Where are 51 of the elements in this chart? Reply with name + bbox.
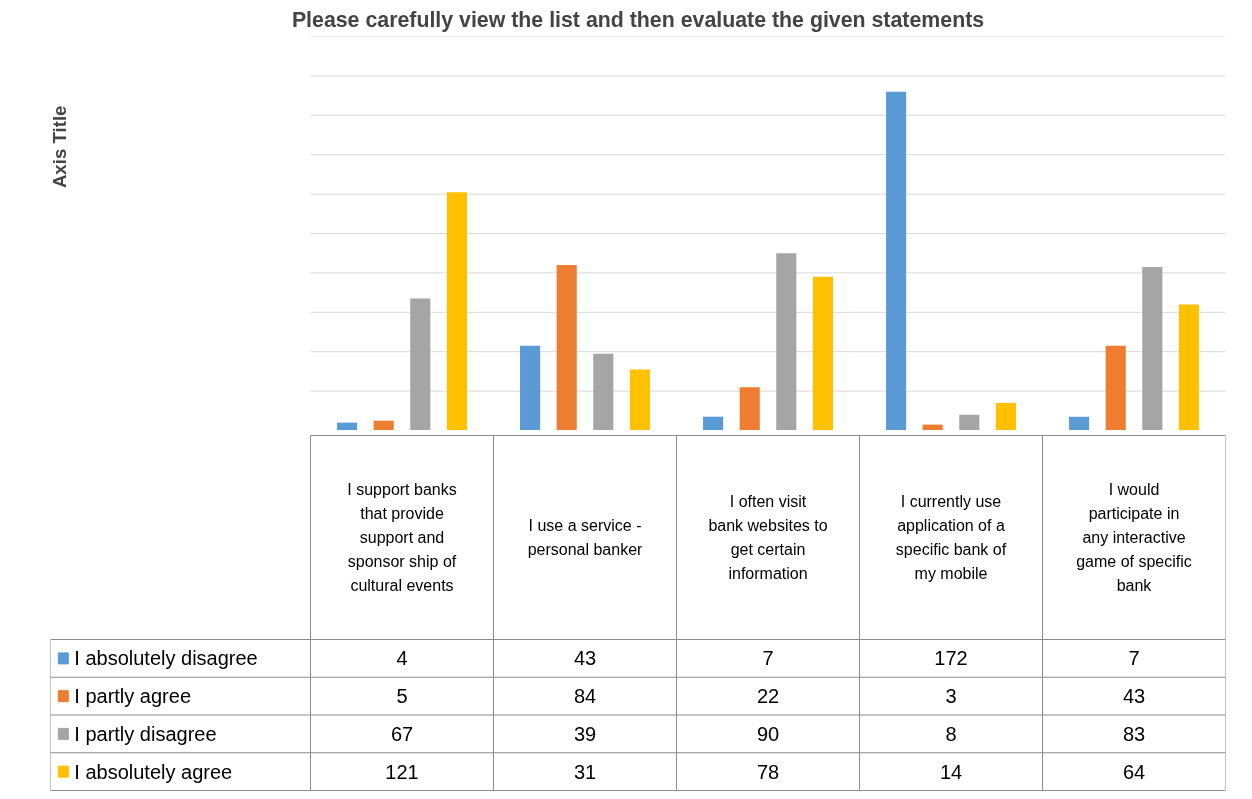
bar — [922, 424, 943, 430]
x-tick-label: I often visit bank websites to get certain information — [708, 493, 828, 582]
data-label: 90 — [756, 722, 780, 745]
bar — [337, 422, 358, 430]
data-label: 31 — [573, 760, 597, 783]
data-label: 3 — [945, 685, 957, 708]
bar — [886, 91, 907, 430]
legend-label: I absolutely agree — [74, 760, 233, 783]
data-label: 64 — [1122, 760, 1146, 783]
data-label: 43 — [1122, 685, 1146, 708]
bar — [703, 416, 724, 430]
legend-label: I partly agree — [74, 685, 192, 708]
data-label: 172 — [934, 647, 968, 670]
data-label: 39 — [573, 722, 597, 745]
bar — [520, 345, 541, 430]
bar — [446, 192, 467, 430]
bar — [995, 402, 1016, 430]
data-label: 22 — [756, 685, 780, 708]
data-label: 43 — [573, 647, 597, 670]
bar — [1105, 345, 1126, 430]
bar — [776, 253, 797, 430]
legend-label: I absolutely disagree — [74, 647, 258, 670]
data-label: 7 — [1128, 647, 1140, 670]
bar — [1142, 266, 1163, 430]
bar — [959, 414, 980, 430]
data-label: 84 — [573, 685, 597, 708]
data-label: 67 — [390, 722, 414, 745]
bar — [739, 387, 760, 430]
data-label: 14 — [939, 760, 963, 783]
data-label: 8 — [945, 722, 957, 745]
bar — [812, 276, 833, 430]
x-tick-label: I would participate in any interactive game of specific bank — [1076, 481, 1192, 594]
bar — [373, 420, 394, 430]
bar — [629, 369, 650, 430]
data-label: 5 — [396, 685, 408, 708]
x-tick-label: I support banks that provide support and sponsor ship of cultural events — [347, 481, 457, 594]
data-label: 121 — [385, 760, 419, 783]
bar — [1178, 304, 1199, 430]
chart-title: Please carefully view the list and then evaluate the given statements — [291, 7, 985, 32]
x-tick-label: I currently use application of a specific bank of my mobile — [895, 493, 1007, 582]
bar — [1069, 416, 1090, 430]
x-tick-label: I use a service - personal banker — [527, 517, 644, 558]
data-label: 83 — [1122, 722, 1146, 745]
data-label: 7 — [762, 647, 774, 670]
bar — [410, 298, 431, 430]
data-label: 4 — [396, 647, 408, 670]
bar — [593, 353, 614, 430]
bar — [556, 265, 577, 430]
data-label: 78 — [756, 760, 780, 783]
text: Axis Title — [49, 105, 71, 189]
legend-label: I partly disagree — [74, 722, 217, 745]
